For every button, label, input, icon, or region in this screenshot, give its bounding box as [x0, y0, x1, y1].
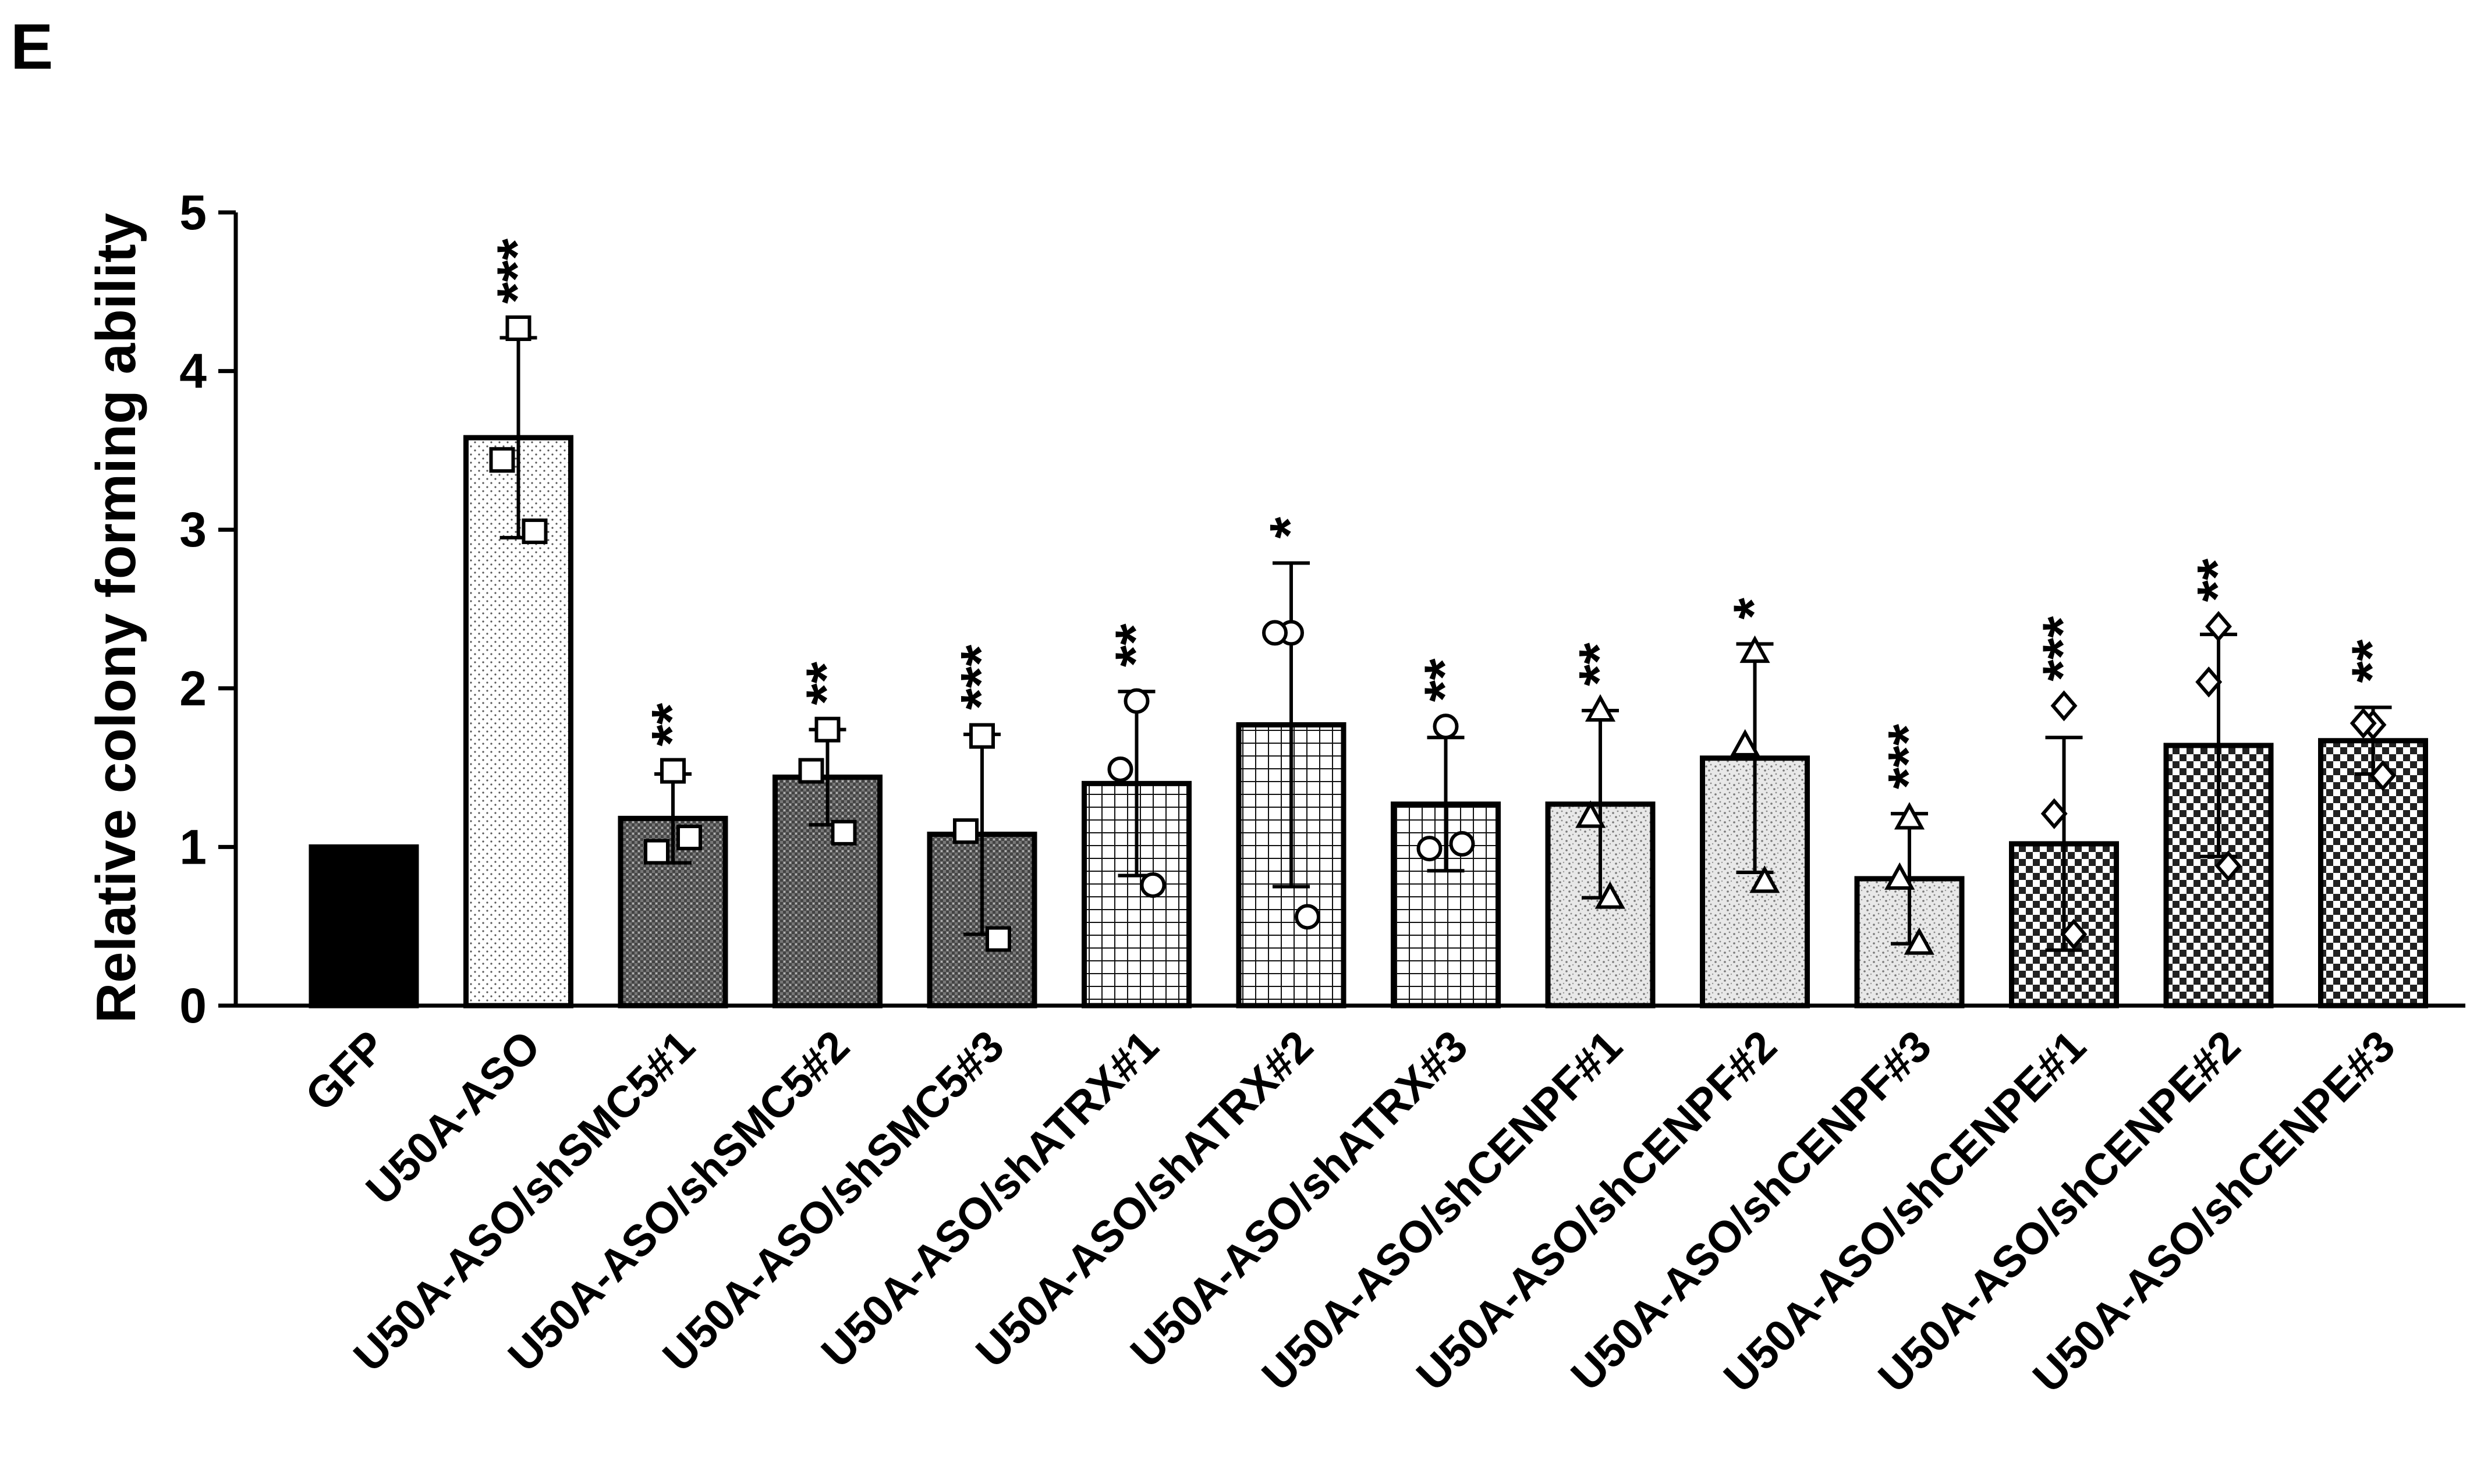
data-point-triangle — [1585, 694, 1616, 722]
y-tick-label: 0 — [179, 978, 207, 1033]
data-point-triangle — [1904, 927, 1934, 955]
significance-label: ** — [1568, 642, 1630, 686]
data-point-triangle — [1739, 635, 1770, 663]
data-point-diamond — [2214, 850, 2242, 882]
data-point-square — [798, 758, 824, 784]
y-axis-label: Relative colony forming ability — [85, 213, 147, 1023]
data-point-triangle — [1894, 802, 1925, 830]
data-point-circle — [1433, 713, 1459, 740]
bar — [2318, 738, 2428, 1009]
significance-label: * — [1259, 516, 1321, 538]
data-point-triangle — [1749, 865, 1780, 893]
significance-markers: ******* *** ***** ************* — [486, 238, 2403, 789]
data-point-circle — [1124, 688, 1150, 714]
data-point-triangle — [1575, 800, 1606, 828]
panel-label: E — [10, 11, 53, 83]
data-point-circle — [1416, 836, 1443, 862]
data-point-diamond — [2350, 708, 2377, 739]
data-point-triangle — [1594, 881, 1625, 909]
bar — [1391, 801, 1501, 1009]
data-point-square — [831, 819, 857, 846]
data-point-square — [814, 716, 841, 743]
data-point-square — [986, 926, 1011, 952]
data-point-square — [489, 447, 515, 473]
category-label: GFP — [296, 1021, 395, 1121]
significance-label: ** — [1104, 623, 1167, 667]
data-point-square — [676, 825, 702, 851]
significance-label: ** — [2341, 639, 2403, 683]
data-point-triangle — [1730, 729, 1760, 757]
data-point-circle — [1449, 830, 1475, 857]
significance-label: *** — [486, 238, 548, 304]
data-point-diamond — [2369, 760, 2397, 791]
significance-label: ** — [795, 661, 857, 705]
data-point-square — [644, 839, 669, 865]
data-point-circle — [1107, 756, 1133, 782]
data-point-diamond — [2040, 798, 2068, 829]
y-tick-label: 4 — [179, 344, 207, 399]
data-point-square — [660, 758, 686, 784]
category-labels: GFPU50A-ASOU50A-ASO/shSMC5#1U50A-ASO/shS… — [296, 1021, 2404, 1402]
data-point-square — [953, 818, 979, 844]
axes: 0 1 2 3 4 5 — [179, 185, 2465, 1033]
data-point-triangle — [1884, 862, 1915, 890]
data-point-square — [505, 315, 531, 341]
significance-label: *** — [2032, 616, 2094, 681]
data-point-diamond — [2205, 610, 2232, 642]
y-tick-label: 2 — [179, 661, 207, 716]
data-point-circle — [1295, 904, 1320, 930]
bar — [772, 774, 883, 1009]
significance-label: ** — [640, 702, 703, 746]
data-point-square — [522, 518, 548, 544]
significance-label: * — [1723, 597, 1785, 619]
significance-label: *** — [949, 644, 1012, 710]
significance-label: ** — [1413, 658, 1476, 702]
data-point-circle — [1140, 872, 1166, 898]
bars — [309, 435, 2428, 1009]
data-point-square — [969, 723, 995, 749]
error-bars — [499, 336, 2392, 952]
data-point-diamond — [2195, 666, 2223, 698]
significance-label: ** — [2186, 558, 2248, 602]
y-tick-label: 5 — [179, 185, 207, 240]
bar — [309, 844, 419, 1009]
data-point-diamond — [2050, 690, 2078, 722]
data-point-circle — [1262, 620, 1288, 646]
y-tick-label: 3 — [179, 502, 207, 557]
data-points — [489, 315, 2397, 955]
significance-label: *** — [1877, 723, 1939, 789]
y-tick-label: 1 — [179, 819, 207, 874]
data-point-diamond — [2060, 918, 2088, 950]
